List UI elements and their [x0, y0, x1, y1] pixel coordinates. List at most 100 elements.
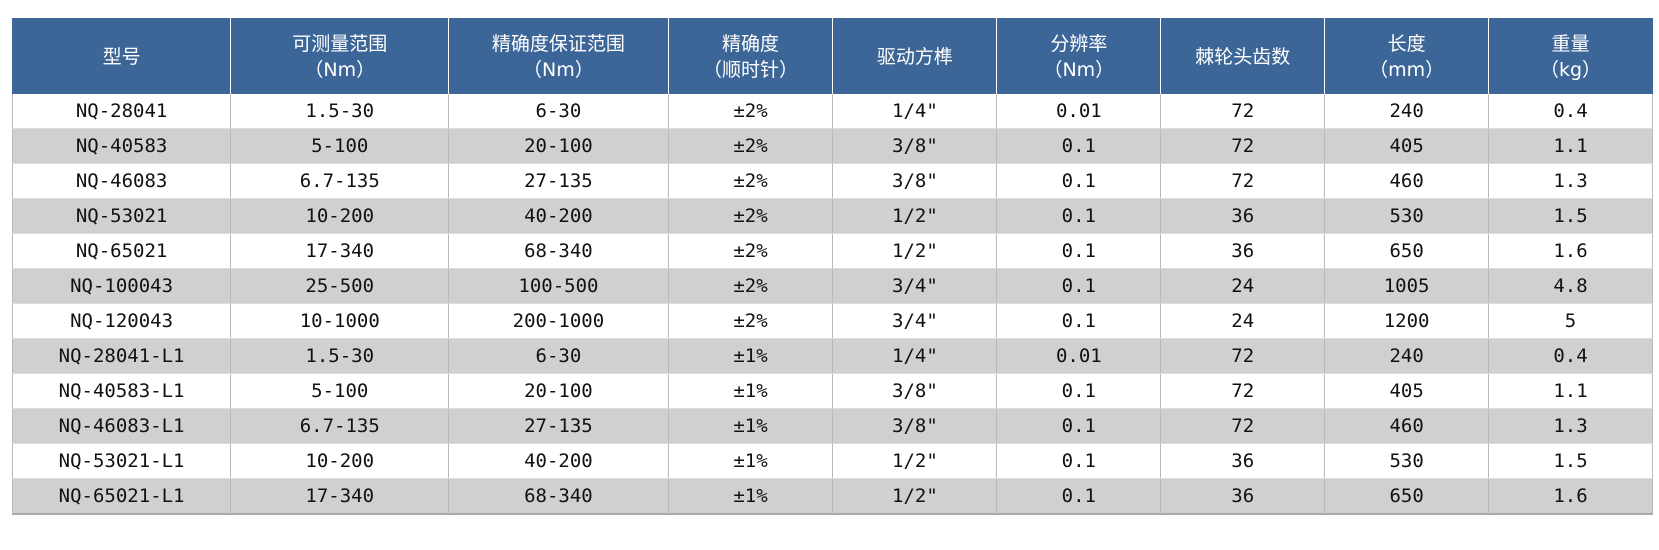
cell-model: NQ-28041 — [11, 94, 232, 129]
cell-ratchet-teeth: 36 — [1160, 478, 1326, 515]
cell-accuracy: ±2% — [668, 128, 834, 164]
cell-model: NQ-40583-L1 — [11, 373, 232, 409]
cell-ratchet-teeth: 72 — [1160, 94, 1326, 129]
cell-length: 240 — [1324, 94, 1490, 129]
cell-resolution: 0.1 — [996, 268, 1162, 304]
cell-accuracy: ±2% — [668, 233, 834, 269]
cell-length: 405 — [1324, 128, 1490, 164]
table-row: NQ-65021 17-340 68-340 ±2% 1/2" 0.1 36 650 1.6 — [11, 233, 1653, 269]
cell-resolution: 0.1 — [996, 233, 1162, 269]
cell-measure-range: 25-500 — [230, 268, 450, 304]
cell-resolution: 0.1 — [996, 373, 1162, 409]
cell-accuracy-range: 40-200 — [448, 198, 669, 234]
cell-model: NQ-46083 — [11, 163, 232, 199]
cell-resolution: 0.1 — [996, 303, 1162, 339]
cell-model: NQ-53021 — [11, 198, 232, 234]
cell-accuracy-range: 20-100 — [448, 128, 669, 164]
cell-measure-range: 5-100 — [230, 128, 450, 164]
cell-ratchet-teeth: 36 — [1160, 443, 1326, 479]
cell-weight: 5 — [1488, 303, 1653, 339]
cell-drive: 1/2" — [832, 198, 998, 234]
cell-drive: 3/4" — [832, 303, 998, 339]
table-row: NQ-53021 10-200 40-200 ±2% 1/2" 0.1 36 530 1.5 — [11, 198, 1653, 234]
cell-model: NQ-53021-L1 — [11, 443, 232, 479]
cell-accuracy-range: 40-200 — [448, 443, 669, 479]
cell-length: 460 — [1324, 408, 1490, 444]
header-unit: （mm） — [1369, 58, 1445, 81]
cell-resolution: 0.01 — [996, 338, 1162, 374]
cell-weight: 1.3 — [1488, 163, 1653, 199]
cell-accuracy-range: 68-340 — [448, 478, 669, 515]
cell-drive: 1/2" — [832, 233, 998, 269]
cell-resolution: 0.1 — [996, 163, 1162, 199]
table-row: NQ-40583 5-100 20-100 ±2% 3/8" 0.1 72 405 1.1 — [11, 128, 1653, 164]
cell-drive: 1/4" — [832, 338, 998, 374]
cell-ratchet-teeth: 36 — [1160, 233, 1326, 269]
header-resolution: 分辨率 （Nm） — [996, 18, 1162, 94]
table-row: NQ-28041 1.5-30 6-30 ±2% 1/4" 0.01 72 240 0.4 — [11, 94, 1653, 129]
cell-length: 650 — [1324, 233, 1490, 269]
table-row: NQ-53021-L1 10-200 40-200 ±1% 1/2" 0.1 36 530 1.… — [11, 443, 1653, 479]
header-label: 重量 — [1551, 32, 1590, 55]
cell-drive: 3/8" — [832, 163, 998, 199]
header-label: 可测量范围 — [292, 32, 388, 55]
cell-model: NQ-65021-L1 — [11, 478, 232, 515]
cell-weight: 1.1 — [1488, 373, 1653, 409]
cell-accuracy: ±2% — [668, 163, 834, 199]
cell-accuracy-range: 27-135 — [448, 408, 669, 444]
cell-weight: 0.4 — [1488, 94, 1653, 129]
cell-ratchet-teeth: 72 — [1160, 408, 1326, 444]
header-ratchet-teeth: 棘轮头齿数 — [1160, 18, 1326, 94]
cell-drive: 3/8" — [832, 128, 998, 164]
cell-ratchet-teeth: 24 — [1160, 268, 1326, 304]
cell-resolution: 0.1 — [996, 128, 1162, 164]
cell-accuracy-range: 200-1000 — [448, 303, 669, 339]
cell-resolution: 0.1 — [996, 408, 1162, 444]
header-accuracy-range: 精确度保证范围 （Nm） — [448, 18, 669, 94]
header-unit: （Nm） — [304, 58, 376, 81]
cell-measure-range: 6.7-135 — [230, 163, 450, 199]
cell-resolution: 0.1 — [996, 198, 1162, 234]
cell-ratchet-teeth: 72 — [1160, 338, 1326, 374]
cell-accuracy: ±1% — [668, 408, 834, 444]
cell-measure-range: 10-200 — [230, 198, 450, 234]
cell-ratchet-teeth: 72 — [1160, 128, 1326, 164]
header-label: 长度 — [1387, 32, 1426, 55]
cell-weight: 1.6 — [1488, 478, 1653, 515]
header-drive: 驱动方榫 — [832, 18, 998, 94]
table-row: NQ-46083 6.7-135 27-135 ±2% 3/8" 0.1 72 460 1.3 — [11, 163, 1653, 199]
header-unit: （Nm） — [1043, 58, 1115, 81]
header-length: 长度 （mm） — [1324, 18, 1490, 94]
cell-length: 650 — [1324, 478, 1490, 515]
cell-accuracy-range: 6-30 — [448, 94, 669, 129]
cell-length: 530 — [1324, 443, 1490, 479]
header-label: 精确度保证范围 — [491, 32, 625, 55]
cell-accuracy: ±1% — [668, 443, 834, 479]
cell-measure-range: 1.5-30 — [230, 94, 450, 129]
header-measure-range: 可测量范围 （Nm） — [230, 18, 450, 94]
cell-weight: 0.4 — [1488, 338, 1653, 374]
cell-weight: 1.5 — [1488, 443, 1653, 479]
cell-accuracy-range: 100-500 — [448, 268, 669, 304]
header-weight: 重量 （kg） — [1488, 18, 1653, 94]
cell-measure-range: 1.5-30 — [230, 338, 450, 374]
table-row: NQ-120043 10-1000 200-1000 ±2% 3/4" 0.1 24 1200… — [11, 303, 1653, 339]
cell-ratchet-teeth: 24 — [1160, 303, 1326, 339]
header-unit: （kg） — [1539, 58, 1602, 81]
table-body: NQ-28041 1.5-30 6-30 ±2% 1/4" 0.01 72 240 0.4 NQ-… — [11, 94, 1653, 515]
cell-weight: 1.1 — [1488, 128, 1653, 164]
header-label: 棘轮头齿数 — [1195, 45, 1291, 68]
cell-model: NQ-120043 — [11, 303, 232, 339]
cell-measure-range: 10-1000 — [230, 303, 450, 339]
cell-accuracy: ±2% — [668, 268, 834, 304]
spec-table: 型号 可测量范围 （Nm） 精确度保证范围 （Nm） 精确度 （顺时针） 驱动方榫 分… — [11, 18, 1653, 515]
cell-model: NQ-65021 — [11, 233, 232, 269]
cell-drive: 3/8" — [832, 408, 998, 444]
table-row: NQ-28041-L1 1.5-30 6-30 ±1% 1/4" 0.01 72 240 0.4 — [11, 338, 1653, 374]
cell-accuracy-range: 20-100 — [448, 373, 669, 409]
cell-resolution: 0.01 — [996, 94, 1162, 129]
cell-length: 1200 — [1324, 303, 1490, 339]
cell-model: NQ-100043 — [11, 268, 232, 304]
cell-resolution: 0.1 — [996, 478, 1162, 515]
cell-accuracy: ±2% — [668, 303, 834, 339]
